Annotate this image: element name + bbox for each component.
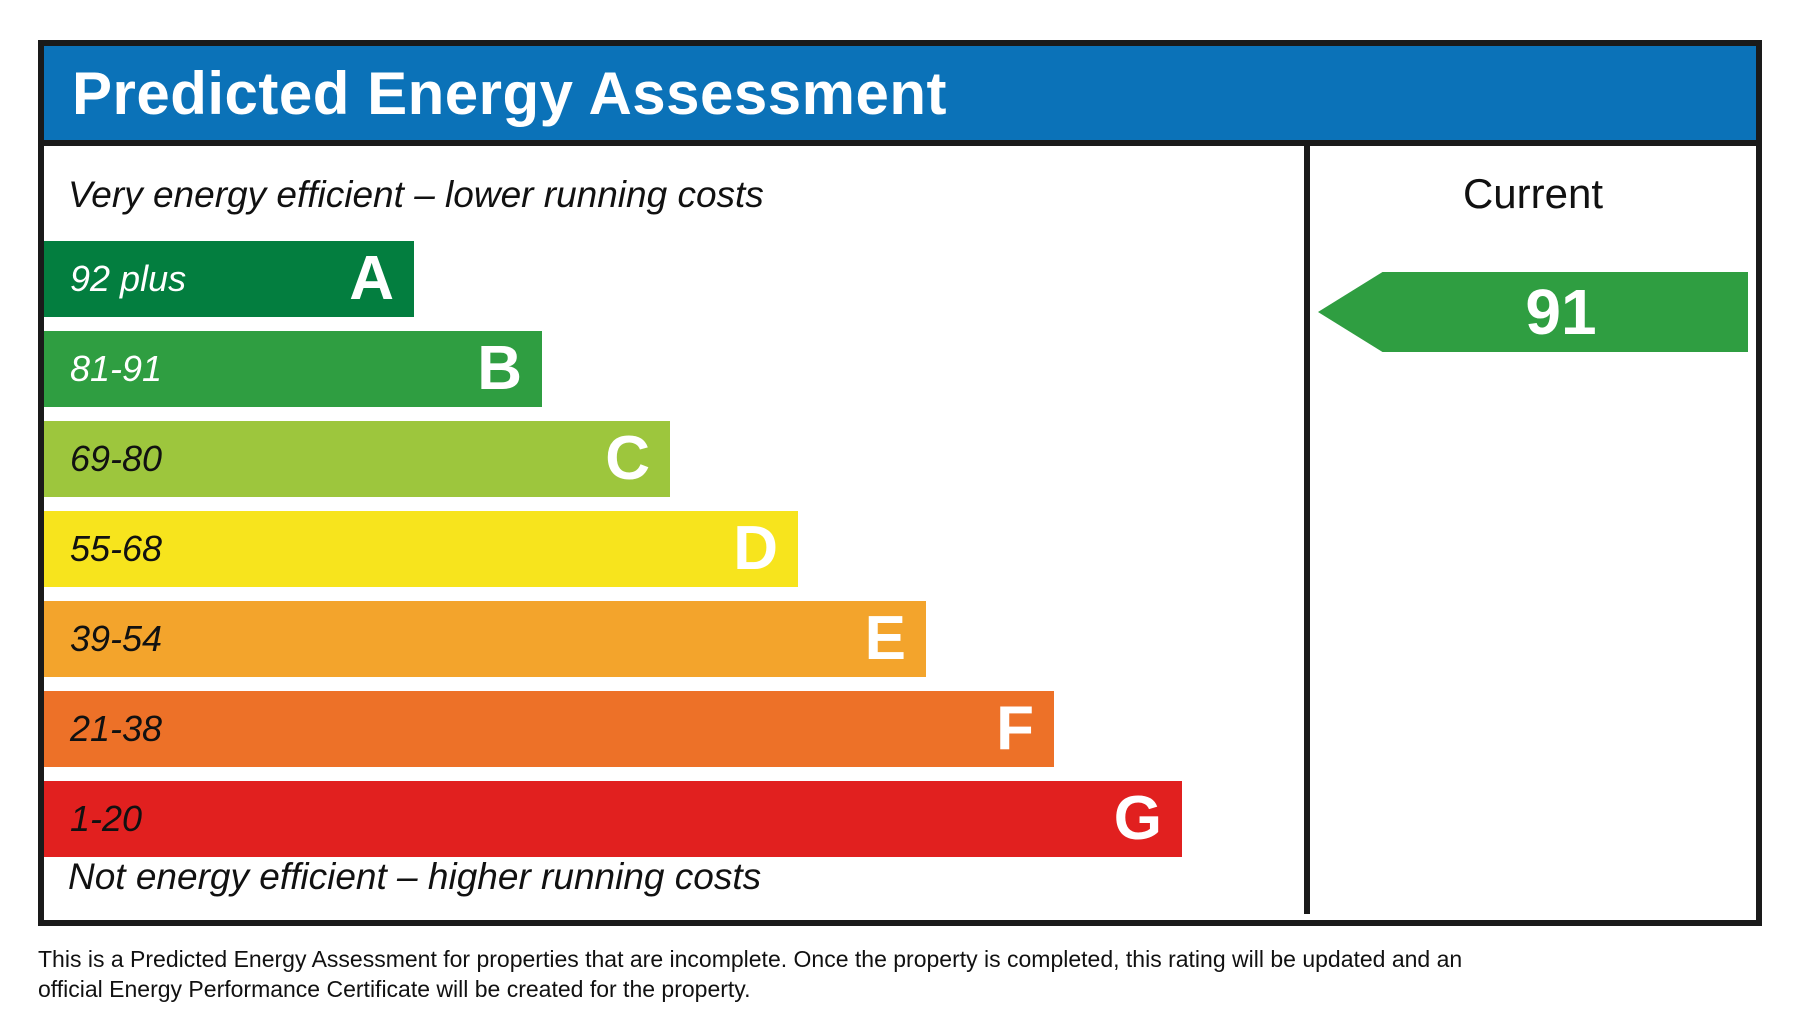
- band-range-label: 39-54: [70, 618, 163, 659]
- band-range-label: 55-68: [70, 528, 163, 569]
- current-rating-column: Current 91: [1304, 146, 1756, 914]
- band-row-b: 81-91 B: [44, 331, 542, 407]
- bottom-note: Not energy efficient – higher running co…: [68, 856, 762, 897]
- band-row-f: 21-38 F: [44, 691, 1054, 767]
- band-row-d: 55-68 D: [44, 511, 798, 587]
- footer-line-1: This is a Predicted Energy Assessment fo…: [38, 946, 1463, 972]
- band-letter: C: [605, 424, 650, 493]
- band-range-label: 81-91: [70, 348, 163, 389]
- rating-scale-column: Very energy efficient – lower running co…: [44, 146, 1304, 914]
- band-letter: B: [477, 334, 522, 403]
- current-rating-arrow: 91: [1318, 272, 1748, 352]
- current-column-header: Current: [1462, 170, 1604, 217]
- band-range-label: 92 plus: [70, 258, 187, 299]
- rating-bands: 92 plus A 81-91 B 69-80 C 55-68 D: [44, 241, 1304, 871]
- band-row-a: 92 plus A: [44, 241, 414, 317]
- band-letter: A: [349, 244, 394, 313]
- top-note: Very energy efficient – lower running co…: [68, 174, 764, 215]
- band-letter: F: [996, 694, 1034, 763]
- epc-chart-box: Predicted Energy Assessment Very energy …: [38, 40, 1762, 926]
- current-rating-value: 91: [1525, 276, 1597, 348]
- band-range-label: 69-80: [70, 438, 163, 479]
- epc-body: Very energy efficient – lower running co…: [44, 146, 1756, 914]
- page-title: Predicted Energy Assessment: [72, 59, 947, 127]
- band-letter: E: [864, 604, 906, 673]
- band-letter: D: [733, 514, 778, 583]
- band-row-c: 69-80 C: [44, 421, 670, 497]
- band-letter: G: [1113, 784, 1162, 853]
- band-row-g: 1-20 G: [44, 781, 1182, 857]
- band-range-label: 21-38: [70, 708, 163, 749]
- band-row-e: 39-54 E: [44, 601, 926, 677]
- band-range-label: 1-20: [70, 798, 143, 839]
- footer-disclaimer: This is a Predicted Energy Assessment fo…: [38, 944, 1462, 1004]
- epc-header-bar: Predicted Energy Assessment: [44, 46, 1756, 146]
- footer-line-2: official Energy Performance Certificate …: [38, 976, 751, 1002]
